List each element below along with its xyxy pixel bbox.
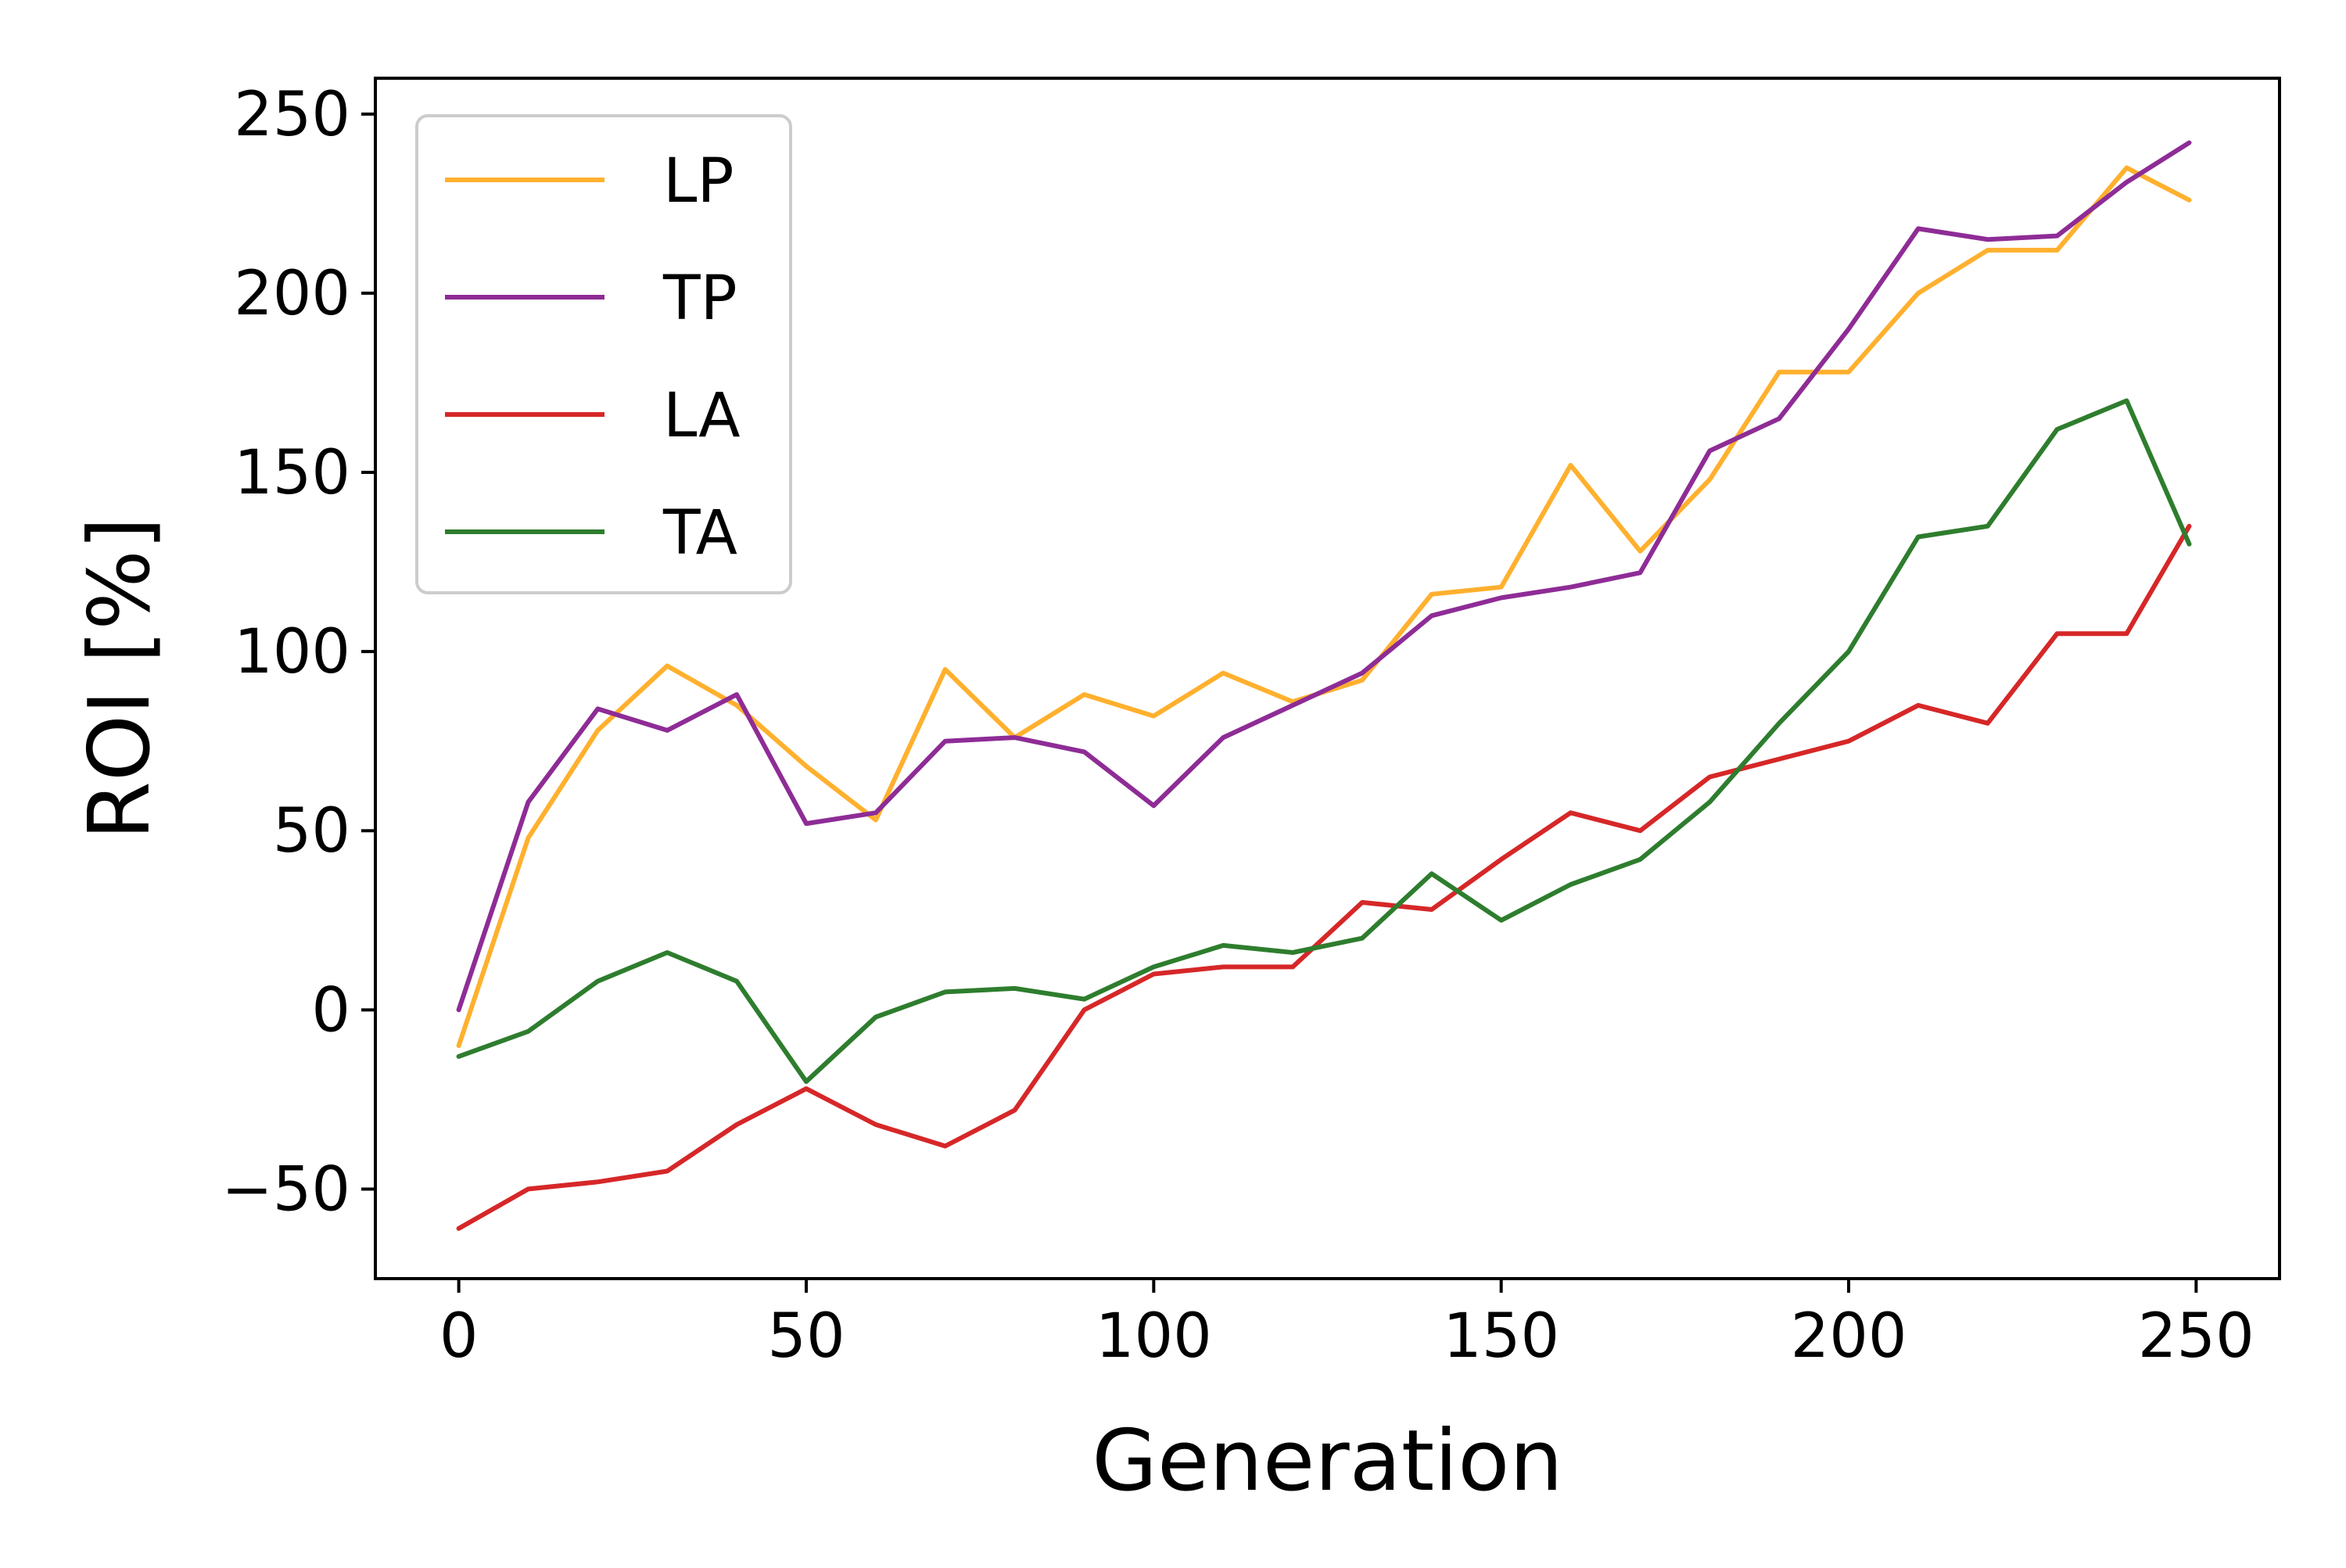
legend-box: [415, 114, 792, 594]
y-tick-label: 150: [234, 438, 350, 508]
y-tick-label: 200: [234, 259, 350, 329]
x-tick-label: 50: [767, 1301, 845, 1372]
series-line-tp: [456, 140, 2192, 1013]
y-tick-label: 100: [234, 617, 350, 687]
ticks-layer: 0 50 100 150 200 250 −50 0 50 100 150 200 250: [221, 80, 2254, 1372]
x-tick-label: 100: [1096, 1301, 1212, 1372]
y-tick-label: 250: [234, 80, 350, 150]
series-line-la: [456, 523, 2192, 1231]
legend-label-lp: LP: [663, 146, 734, 217]
x-tick-label: 200: [1791, 1301, 1907, 1372]
y-axis-title: ROI [%]: [71, 517, 169, 840]
legend-label-tp: TP: [662, 264, 737, 334]
axes-frame: [374, 77, 2281, 1280]
legend-label-la: LA: [663, 381, 741, 451]
y-tick-label: 0: [311, 975, 350, 1046]
legend-label-ta: TA: [662, 498, 737, 569]
legend: LP TP LA TA: [415, 114, 792, 594]
x-tick-label: 150: [1443, 1301, 1559, 1372]
plot-area: [456, 140, 2192, 1231]
series-line-ta: [456, 398, 2192, 1084]
x-axis-title: Generation: [1092, 1412, 1563, 1510]
x-tick-label: 0: [439, 1301, 479, 1372]
x-tick-label: 250: [2138, 1301, 2255, 1372]
y-tick-label: 50: [273, 796, 350, 867]
y-tick-label: −50: [221, 1154, 350, 1225]
